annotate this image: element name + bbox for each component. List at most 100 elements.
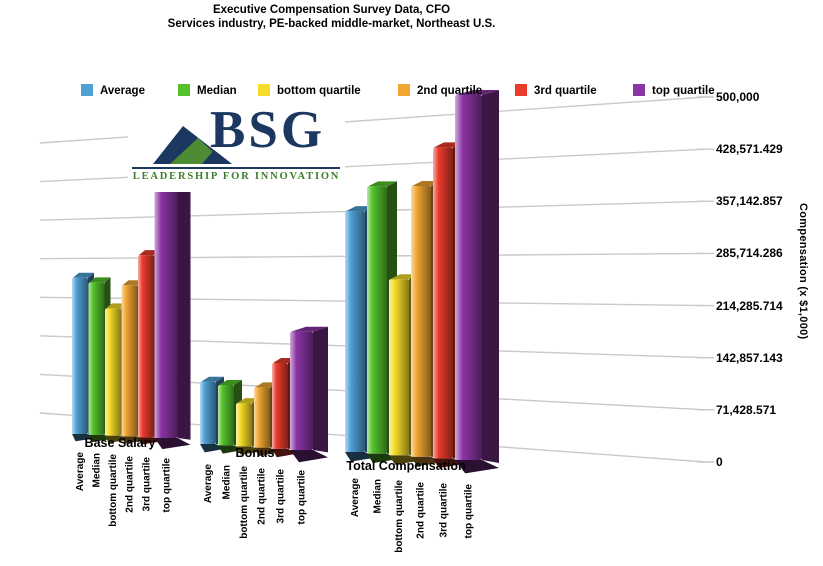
legend-swatch-icon bbox=[81, 84, 93, 96]
y-axis-tick-label: 285,714.286 bbox=[716, 246, 783, 261]
legend-swatch-icon bbox=[633, 84, 645, 96]
bar-shadow bbox=[254, 447, 278, 456]
bar-top bbox=[89, 277, 111, 283]
series-tick-label: Average bbox=[203, 464, 214, 504]
bar-side bbox=[313, 326, 328, 453]
legend-item-top-quartile: top quartile bbox=[633, 81, 715, 97]
bar-3rd-quartile-bonus bbox=[272, 362, 288, 449]
legend-swatch-icon bbox=[398, 84, 410, 96]
legend-label: Median bbox=[197, 85, 237, 97]
bar-shadow bbox=[154, 438, 191, 450]
bar-shadow bbox=[72, 434, 94, 442]
bar-3rd-quartile-base-salary bbox=[138, 255, 154, 438]
series-tick-label: Median bbox=[91, 453, 103, 488]
y-axis-tick-label: 214,285.714 bbox=[716, 298, 783, 313]
y-axis-tick-label: 357,142.857 bbox=[716, 194, 783, 209]
series-tick-label: bottom quartile bbox=[239, 466, 250, 540]
bar-side bbox=[177, 186, 191, 440]
bar-bottom-quartile-base-salary bbox=[105, 308, 121, 436]
bar-top-quartile-base-salary bbox=[154, 191, 178, 438]
series-tick-label: 2nd quartile bbox=[124, 455, 136, 513]
series-tick-label: top quartile bbox=[463, 484, 475, 539]
legend-item-median: Median bbox=[178, 81, 237, 97]
legend-item-2nd-quartile: 2nd quartile bbox=[398, 81, 483, 97]
series-tick-label: Median bbox=[372, 479, 383, 514]
y-axis-title: Compensation (x $1,000) bbox=[797, 203, 809, 340]
series-tick-label: top quartile bbox=[161, 458, 172, 513]
bar-shadow bbox=[121, 436, 144, 444]
bar-top bbox=[368, 181, 397, 187]
y-axis-tick-label: 142,857.143 bbox=[716, 350, 783, 365]
series-tick-label: 3rd quartile bbox=[141, 456, 152, 512]
bar-3rd-quartile-total-compensation bbox=[433, 147, 453, 459]
bar-average-base-salary bbox=[72, 277, 88, 434]
bar-top-quartile-bonus bbox=[290, 331, 313, 450]
bar-median-base-salary bbox=[88, 282, 105, 435]
bar-shadow bbox=[272, 448, 296, 458]
series-tick-label: Median bbox=[221, 465, 232, 500]
chart-subtitle: Services industry, PE-backed middle-mark… bbox=[167, 18, 496, 30]
bar-shadow bbox=[290, 450, 328, 463]
legend-item-average: Average bbox=[81, 81, 145, 97]
bar-side bbox=[482, 90, 499, 464]
bar-average-bonus bbox=[200, 381, 216, 444]
logo-tagline: LEADERSHIP FOR INNOVATION bbox=[132, 171, 341, 182]
category-group-label: Base Salary bbox=[84, 436, 156, 450]
bar-shadow bbox=[433, 458, 463, 468]
bar-top bbox=[73, 272, 94, 278]
legend-label: 2nd quartile bbox=[417, 85, 483, 97]
bar-bottom-quartile-bonus bbox=[236, 403, 252, 447]
legend-item-bottom-quartile: bottom quartile bbox=[258, 81, 361, 97]
y-axis-tick-label: 500,000 bbox=[716, 89, 760, 104]
bar-2nd-quartile-total-compensation bbox=[411, 185, 431, 457]
bar-top bbox=[291, 326, 328, 332]
legend-label: Average bbox=[100, 85, 145, 97]
legend-item-3rd-quartile: 3rd quartile bbox=[515, 81, 597, 97]
legend-label: bottom quartile bbox=[277, 85, 361, 97]
legend-swatch-icon bbox=[178, 84, 190, 96]
bar-shadow bbox=[88, 434, 111, 443]
bar-2nd-quartile-bonus bbox=[254, 387, 270, 448]
bar-shadow bbox=[218, 445, 242, 454]
series-tick-label: 2nd quartile bbox=[257, 467, 268, 525]
series-tick-label: bottom quartile bbox=[108, 454, 119, 528]
chart-header: Executive Compensation Survey Data, CFO … bbox=[0, 3, 823, 31]
legend-label: 3rd quartile bbox=[534, 85, 597, 97]
bar-median-bonus bbox=[218, 385, 234, 446]
bar-2nd-quartile-base-salary bbox=[121, 285, 138, 437]
mountain-logo-icon bbox=[153, 126, 232, 164]
bar-top bbox=[456, 90, 499, 95]
chart-title: Executive Compensation Survey Data, CFO bbox=[212, 4, 451, 16]
bar-top-quartile-total-compensation bbox=[455, 95, 482, 460]
y-axis-tick-label: 428,571.429 bbox=[716, 142, 783, 157]
bar-top bbox=[201, 376, 224, 382]
bar-median-total-compensation bbox=[367, 186, 387, 454]
series-tick-label: 3rd quartile bbox=[438, 482, 449, 538]
logo-rule bbox=[132, 167, 340, 169]
bar-shadow bbox=[455, 460, 499, 474]
bar-shadow bbox=[105, 435, 127, 443]
legend-swatch-icon bbox=[258, 84, 270, 96]
y-axis-tick-label: 0 bbox=[716, 455, 723, 469]
series-tick-label: Average bbox=[350, 478, 361, 518]
series-tick-label: bottom quartile bbox=[394, 480, 405, 554]
bar-shadow bbox=[138, 437, 160, 445]
series-tick-label: top quartile bbox=[296, 470, 308, 525]
logo-brand-text: BSG bbox=[210, 101, 326, 159]
bar-shadow bbox=[236, 446, 260, 455]
legend-label: top quartile bbox=[652, 85, 715, 97]
series-tick-label: Average bbox=[75, 452, 86, 492]
bar-average-total-compensation bbox=[345, 211, 365, 452]
category-group-label: Total Compensation bbox=[346, 459, 466, 473]
bar-top bbox=[219, 380, 242, 386]
bsg-logo: BSG LEADERSHIP FOR INNOVATION bbox=[128, 101, 345, 192]
series-tick-label: 2nd quartile bbox=[416, 481, 427, 539]
legend-swatch-icon bbox=[515, 84, 527, 96]
bar-shadow bbox=[200, 444, 224, 453]
category-group-label: Bonus bbox=[235, 446, 275, 460]
bar-bottom-quartile-total-compensation bbox=[389, 279, 409, 456]
series-tick-label: 3rd quartile bbox=[275, 468, 286, 524]
